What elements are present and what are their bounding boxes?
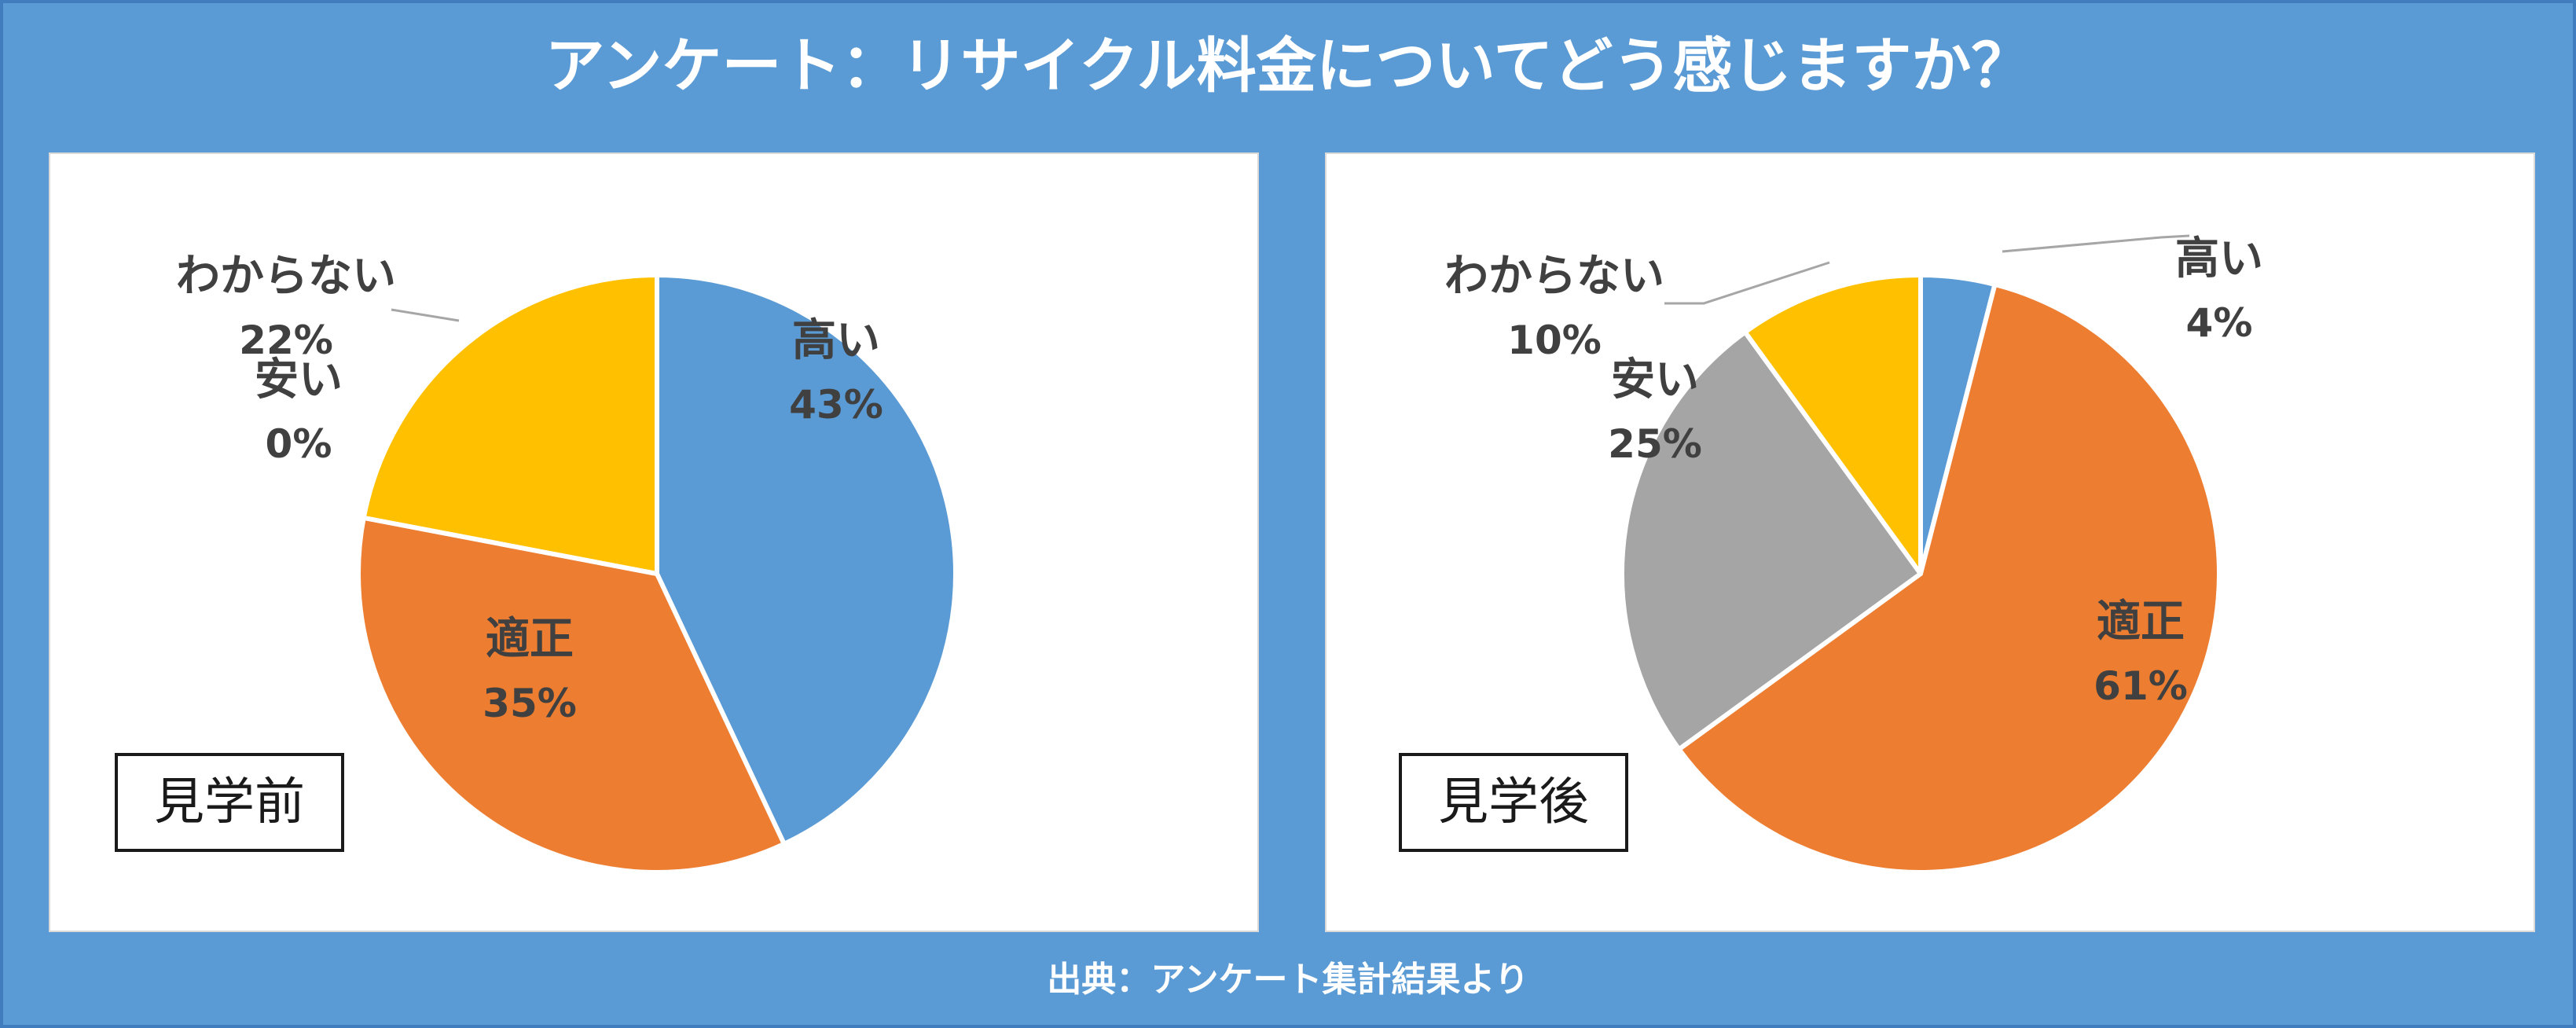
pie-slice-after-unsure — [1742, 273, 1923, 576]
pie-slice-after-fair — [1676, 281, 2222, 875]
stage-label-before: 見学前 — [115, 753, 344, 852]
pie-slice-after-cheap — [1620, 329, 1923, 752]
data-label-before-fair-name: 適正 — [486, 614, 574, 665]
leader-line-after-high — [2002, 234, 2190, 253]
data-label-after-cheap-name: 安い — [1611, 354, 1699, 406]
pie-panel-before: 高い 43% 適正 35% 安い 0% わからない 22% 見学前 — [49, 152, 1259, 932]
data-label-after-unsure-value: 10% — [1507, 318, 1602, 363]
data-label-after-unsure-name: わからない — [1444, 251, 1664, 302]
data-label-before-cheap-value: 0% — [266, 421, 332, 467]
data-label-after-high-value: 4% — [2186, 300, 2253, 346]
pie-panel-after: 高い 4% 適正 61% 安い 25% わからない 10% 見学後 — [1325, 152, 2535, 932]
data-label-before-fair-value: 35% — [483, 681, 577, 726]
data-label-before-cheap-name: 安い — [255, 354, 343, 406]
data-label-before-unsure-name: わからない — [176, 251, 396, 302]
data-label-before-high-value: 43% — [789, 382, 883, 428]
pie-slice-before-fair — [356, 515, 787, 875]
stage-label-after: 見学後 — [1399, 753, 1628, 852]
pie-slice-before-high — [655, 273, 958, 846]
pie-chart-after: 高い 4% 適正 61% 安い 25% わからない 10% — [1444, 233, 2263, 875]
leader-line-before-unsure — [391, 308, 460, 322]
data-label-before-high-name: 高い — [792, 315, 880, 366]
source-footer: 出典：アンケート集計結果より — [1047, 960, 1529, 1000]
pie-chart-before: 高い 43% 適正 35% 安い 0% わからない 22% — [176, 251, 958, 875]
data-label-after-fair-value: 61% — [2093, 663, 2188, 709]
data-label-after-fair-name: 適正 — [2097, 597, 2185, 648]
chart-title: アンケート：リサイクル料金についてどう感じますか？ — [545, 31, 2031, 101]
data-label-after-high-name: 高い — [2175, 233, 2263, 285]
leader-line-after-unsure — [1664, 261, 1830, 305]
data-label-after-cheap-value: 25% — [1608, 421, 1702, 467]
data-label-before-unsure-value: 22% — [239, 318, 333, 363]
pie-slice-before-unsure — [361, 273, 659, 576]
